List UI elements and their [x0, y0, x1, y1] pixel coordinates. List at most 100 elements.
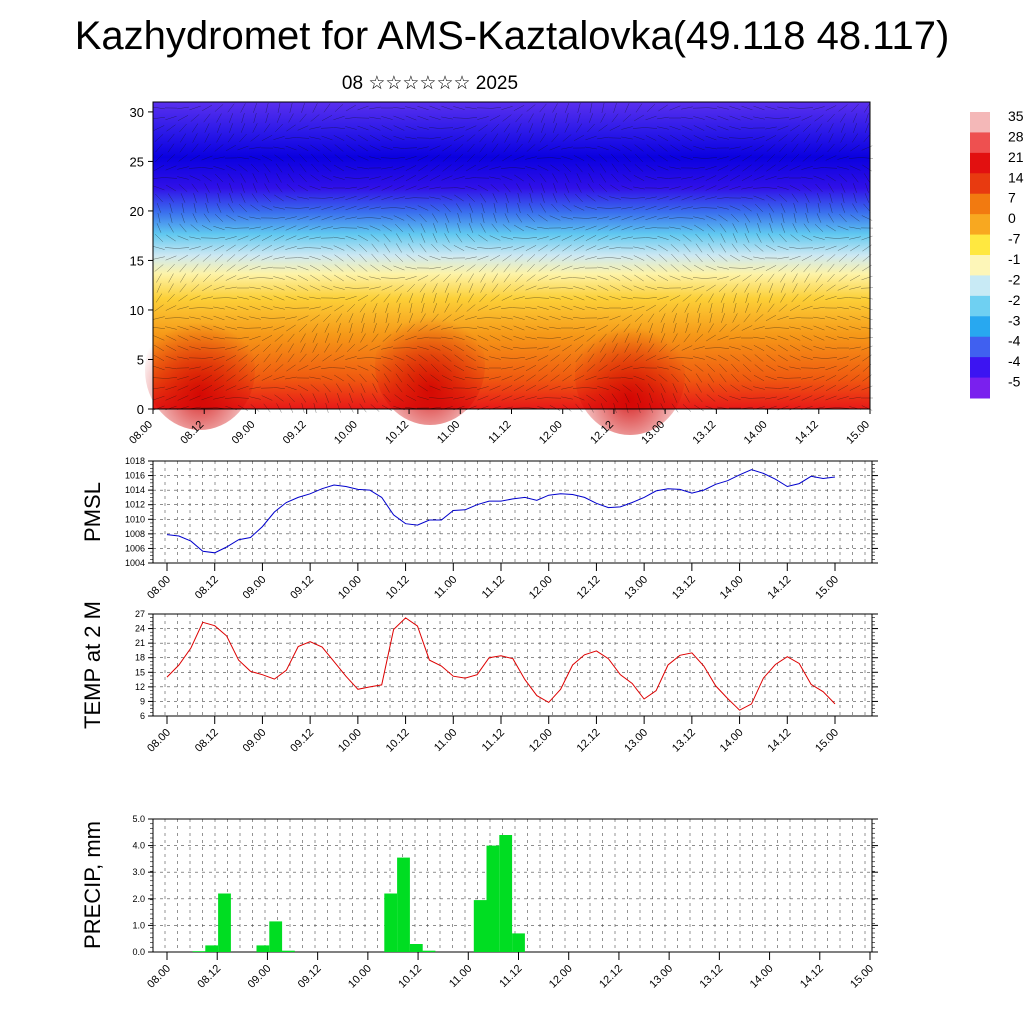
- wind-barb: [203, 113, 211, 123]
- wind-barb: [285, 145, 297, 151]
- wind-barb: [633, 226, 645, 230]
- wind-barb: [477, 386, 489, 390]
- colorbar-swatch: [970, 255, 990, 276]
- wind-barb: [188, 307, 202, 309]
- wind-barb: [345, 134, 357, 142]
- wind-barb: [192, 213, 198, 223]
- wind-barb: [624, 393, 630, 403]
- wind-barb: [385, 313, 389, 323]
- wind-barb: [249, 226, 261, 230]
- wind-barb: [729, 185, 741, 191]
- wind-barb: [609, 275, 621, 281]
- wind-barb: [524, 407, 538, 409]
- wind-barb: [850, 244, 860, 252]
- wind-barb: [489, 376, 501, 380]
- wind-barb: [825, 155, 837, 161]
- wind-barb: [860, 157, 874, 159]
- wind-barb: [837, 315, 849, 321]
- wind-barb: [587, 123, 595, 133]
- wind-barb: [296, 207, 310, 209]
- wind-barb: [695, 293, 703, 303]
- wind-barb: [189, 395, 201, 401]
- wind-barb: [154, 234, 164, 242]
- wind-barb: [719, 243, 727, 253]
- wind-barb: [669, 125, 681, 131]
- wind-barb: [345, 356, 357, 360]
- wind-barb: [369, 134, 381, 142]
- wind-barb: [673, 323, 677, 333]
- wind-barb: [716, 347, 730, 349]
- wind-barb: [815, 143, 823, 153]
- wind-barb: [682, 404, 692, 412]
- wind-barb: [672, 393, 678, 403]
- wind-barb: [863, 133, 871, 143]
- wind-barb: [333, 286, 345, 290]
- wind-barb: [381, 125, 393, 131]
- wind-barb: [765, 265, 777, 271]
- wind-barb: [634, 354, 644, 362]
- wind-barb: [190, 114, 200, 122]
- wind-barb: [515, 213, 523, 223]
- wind-barb: [311, 163, 319, 173]
- wind-barb: [249, 295, 261, 301]
- wind-barb: [733, 303, 737, 313]
- wind-barb: [633, 366, 645, 370]
- wind-barb: [335, 383, 343, 393]
- wind-barb: [744, 223, 750, 233]
- wind-barb: [805, 203, 809, 213]
- wind-barb: [636, 323, 642, 333]
- wind-barb: [421, 303, 425, 313]
- wind-barb: [611, 153, 619, 163]
- wind-barb: [649, 403, 653, 413]
- wind-barb: [575, 403, 583, 413]
- wind-barb: [621, 206, 633, 210]
- wind-barb: [669, 295, 681, 301]
- wind-barb: [200, 307, 214, 309]
- wind-barb: [238, 354, 248, 362]
- wind-barb: [369, 195, 381, 201]
- wind-barb: [780, 273, 786, 283]
- wind-barb: [827, 143, 835, 153]
- wind-barb: [285, 307, 297, 309]
- wind-barb: [250, 374, 260, 382]
- wind-barb: [525, 156, 537, 160]
- wind-barb: [190, 254, 200, 262]
- wind-barb: [261, 334, 273, 342]
- wind-barb: [370, 404, 380, 412]
- wind-barb: [549, 345, 561, 351]
- wind-barb: [802, 124, 812, 132]
- wind-barb: [717, 156, 729, 160]
- x-tick-label: 10.12: [384, 574, 412, 602]
- wind-barb: [332, 367, 346, 369]
- wind-barb: [286, 324, 296, 332]
- wind-barb: [865, 113, 869, 123]
- wind-barb: [334, 104, 344, 112]
- wind-barb: [849, 286, 861, 290]
- wind-barb: [754, 154, 764, 162]
- wind-barb: [729, 336, 741, 340]
- wind-barb: [297, 296, 309, 300]
- wind-barb: [801, 395, 813, 401]
- wind-barb: [777, 245, 789, 251]
- wind-barb: [369, 145, 381, 151]
- wind-barb: [477, 116, 489, 120]
- wind-barb: [609, 125, 621, 131]
- colorbar-swatch: [970, 173, 990, 195]
- wind-barb: [817, 203, 821, 213]
- wind-barb: [420, 233, 426, 243]
- wind-barb: [382, 334, 392, 342]
- wind-barb: [153, 125, 165, 131]
- wind-barb: [164, 177, 178, 179]
- wind-barb: [693, 356, 705, 360]
- wind-barb: [764, 387, 778, 389]
- colorbar-swatch: [970, 193, 990, 215]
- wind-barb: [515, 263, 523, 273]
- wind-barb: [717, 185, 729, 191]
- wind-barb: [537, 165, 549, 171]
- wind-barb: [861, 315, 873, 321]
- wind-barb: [647, 313, 655, 323]
- x-tick-label: 12.00: [537, 419, 565, 447]
- wind-barb: [836, 407, 850, 409]
- wind-barb: [153, 256, 165, 260]
- wind-barb: [609, 145, 621, 151]
